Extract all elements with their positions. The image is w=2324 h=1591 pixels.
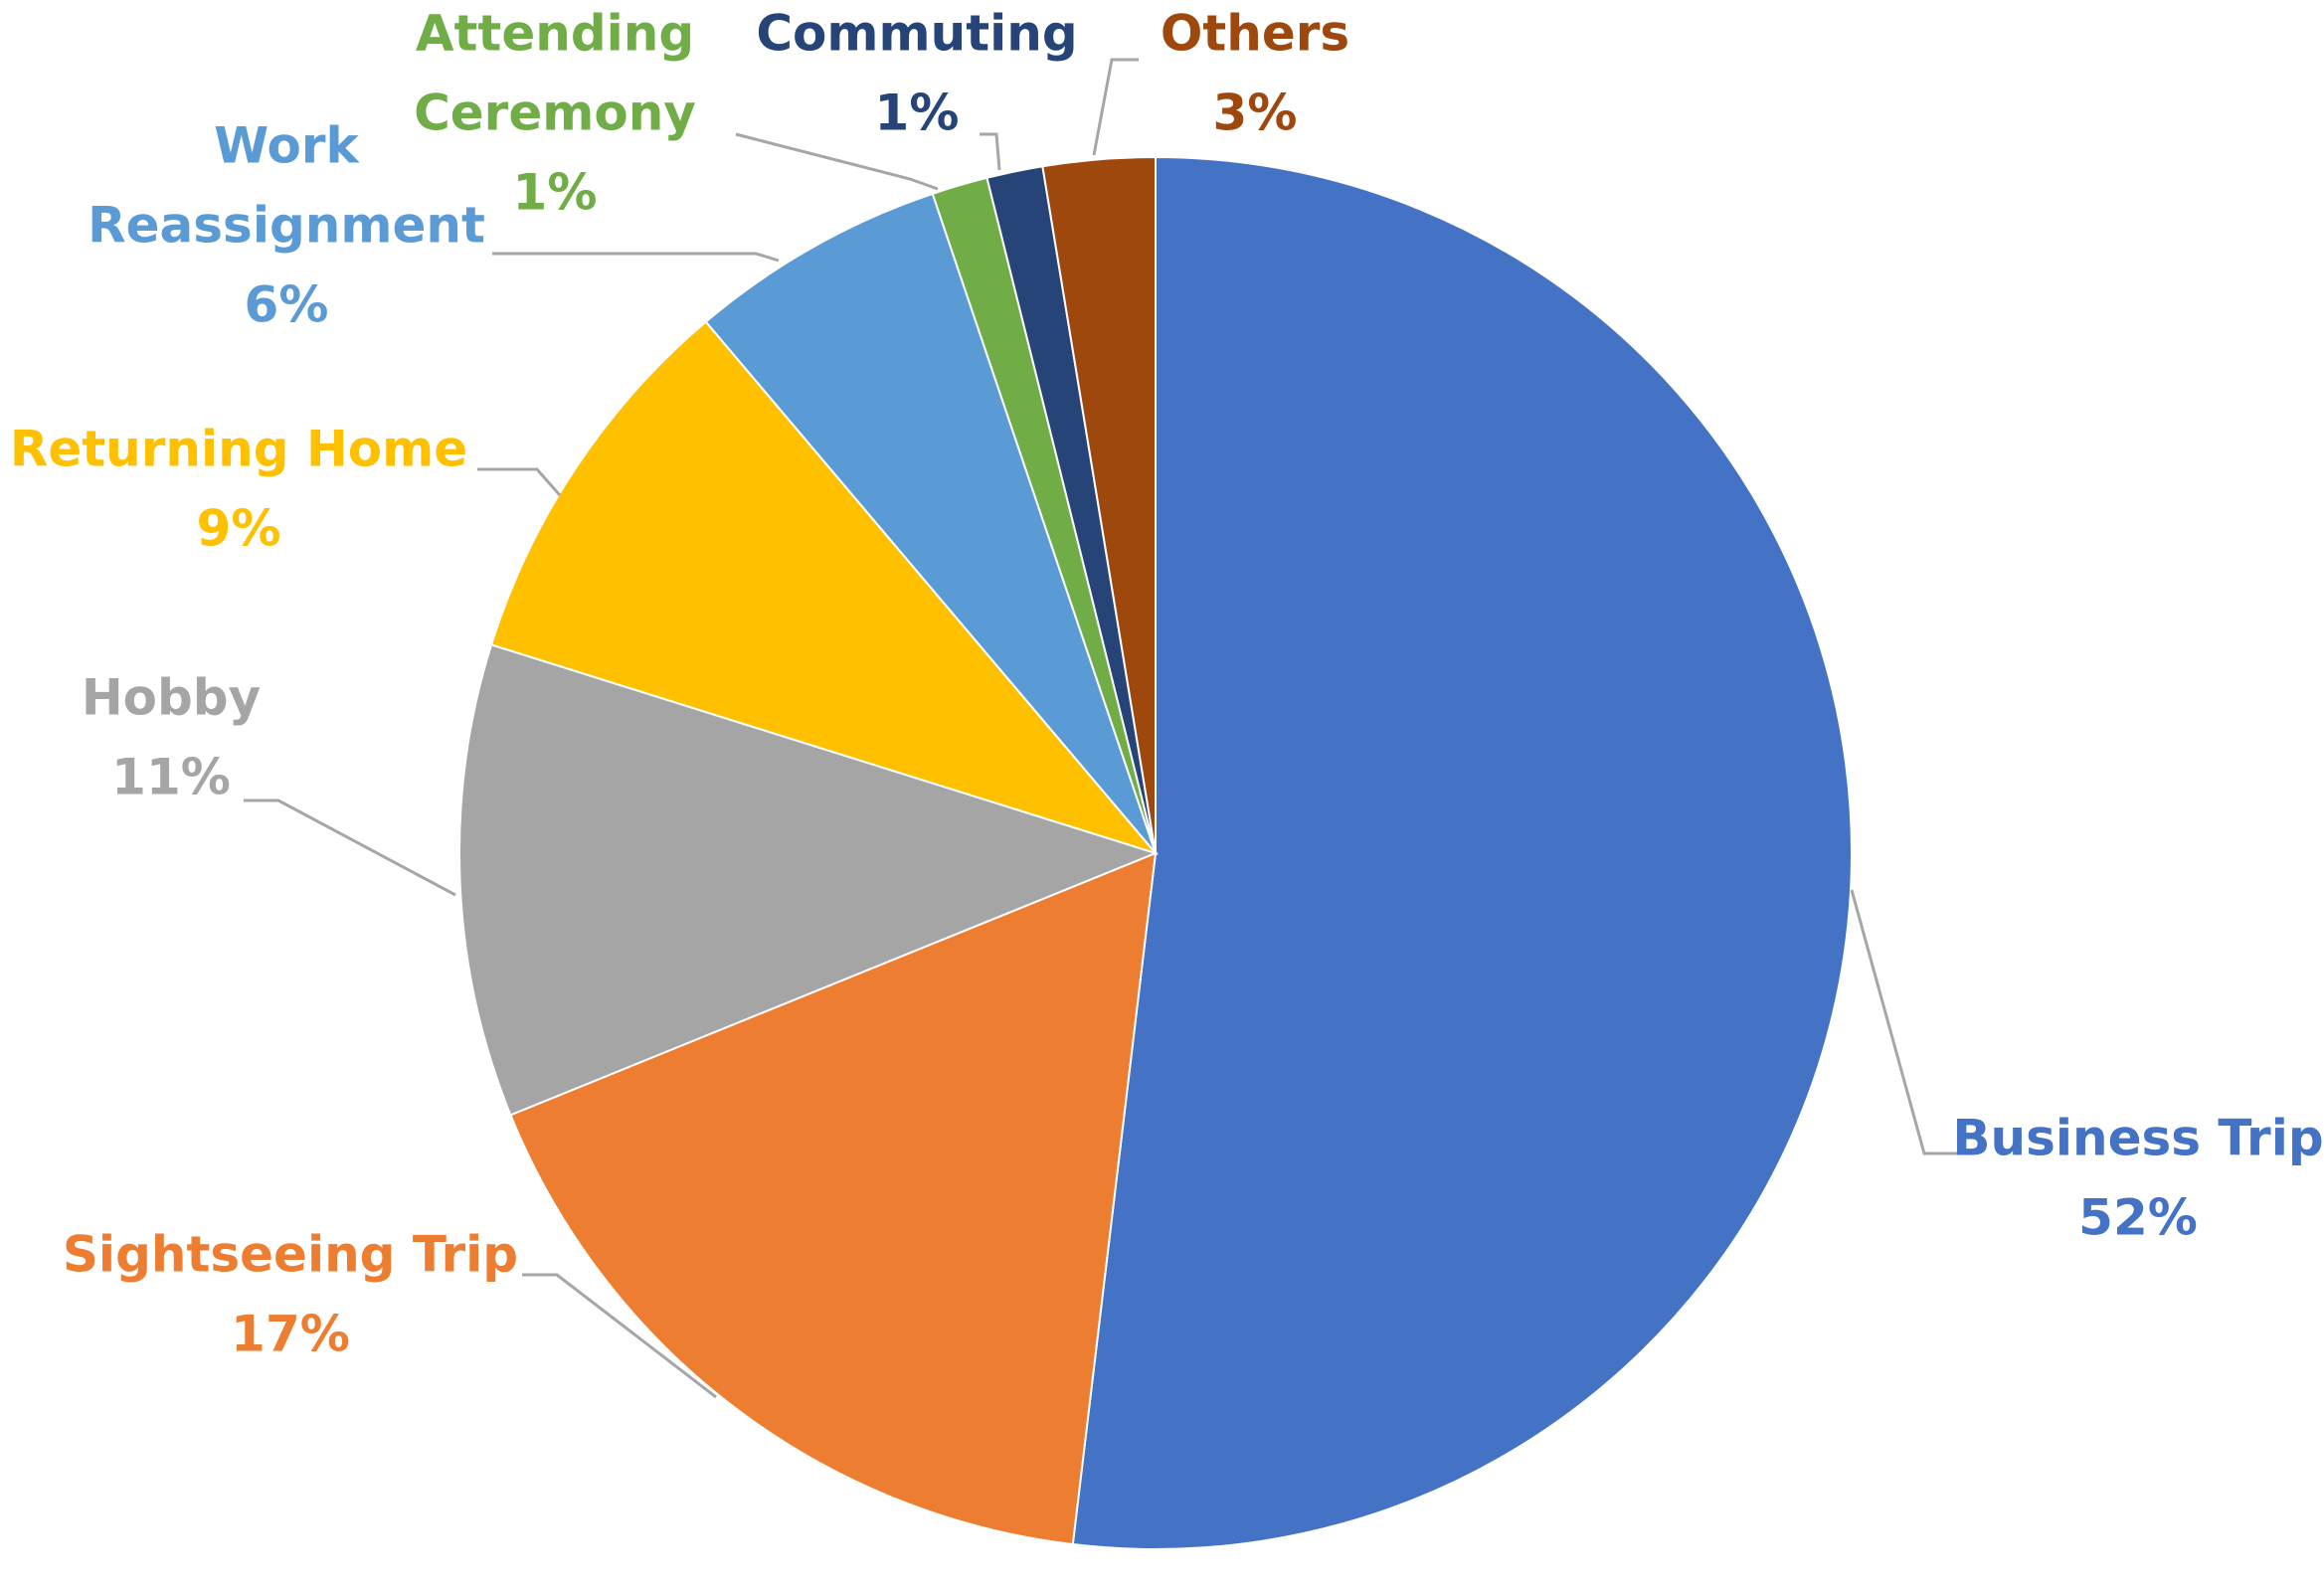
data-label-attending-ceremony: Attending Ceremony 1% xyxy=(414,5,696,222)
pie-slice-hobby xyxy=(458,643,1159,1117)
data-label-name: Business Trip xyxy=(1952,1110,2323,1167)
data-label-name: Work xyxy=(214,117,360,175)
data-label-business-trip: Business Trip 52% xyxy=(1952,1110,2323,1247)
data-label-commuting: Commuting 1% xyxy=(756,5,1077,142)
data-label-returning-home: Returning Home 9% xyxy=(10,421,467,558)
data-label-value: 1% xyxy=(875,85,960,142)
data-label-name: Returning Home xyxy=(10,421,467,478)
pie-slices xyxy=(458,155,1853,1550)
data-label-value: 3% xyxy=(1213,85,1298,142)
data-label-value: 11% xyxy=(111,749,231,806)
leader-line-work-reassignment xyxy=(492,252,780,263)
data-label-name: Attending xyxy=(416,5,694,63)
leader-line-returning-home xyxy=(477,467,562,496)
data-label-value: 17% xyxy=(231,1306,350,1363)
data-label-name: Ceremony xyxy=(414,85,696,142)
leader-line-hobby xyxy=(244,798,456,897)
data-label-work-reassignment: Work Reassignment 6% xyxy=(88,117,485,334)
pie-slice-returning-home xyxy=(489,320,1159,855)
data-label-value: 52% xyxy=(2078,1189,2198,1247)
data-label-name: Sightseeing Trip xyxy=(63,1226,518,1284)
pie-slice-others xyxy=(1041,155,1157,854)
leader-line-sightseeing-trip xyxy=(522,1273,717,1399)
data-label-name: Commuting xyxy=(756,5,1077,63)
data-label-value: 1% xyxy=(513,164,598,222)
data-label-name: Others xyxy=(1161,5,1349,63)
leader-line-business-trip xyxy=(1850,889,1957,1155)
leader-line-commuting xyxy=(980,132,1001,171)
data-label-name: Hobby xyxy=(82,669,261,727)
data-label-sightseeing-trip: Sightseeing Trip 17% xyxy=(63,1226,518,1363)
data-label-hobby: Hobby 11% xyxy=(82,669,261,806)
pie-slice-sightseeing-trip xyxy=(509,851,1158,1546)
data-label-value: 9% xyxy=(197,500,281,558)
pie-slice-work-reassignment xyxy=(704,192,1157,854)
pie-slice-business-trip xyxy=(1071,155,1853,1550)
data-label-name: Reassignment xyxy=(88,197,485,255)
leader-line-others xyxy=(1092,58,1139,156)
leader-line-attending-ceremony xyxy=(735,132,939,191)
data-label-value: 6% xyxy=(245,276,329,334)
data-label-others: Others 3% xyxy=(1161,5,1349,142)
data-labels: Business Trip 52% Sightseeing Trip 17% Hobby… xyxy=(10,5,2324,1363)
leader-lines xyxy=(244,58,1957,1399)
